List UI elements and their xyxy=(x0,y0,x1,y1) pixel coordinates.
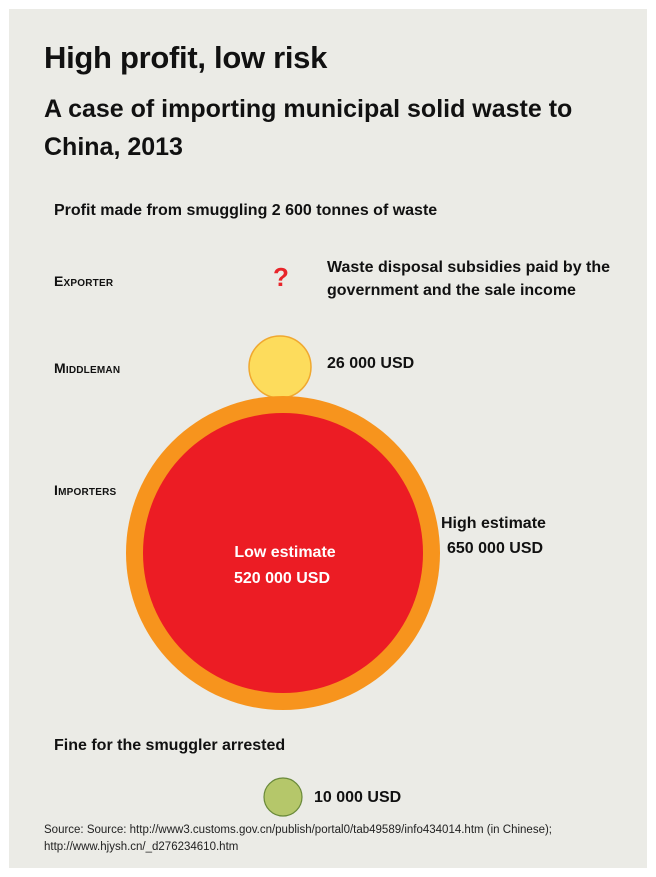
row-label-middleman: Middleman xyxy=(54,360,121,376)
bubble-importers-low xyxy=(143,413,423,693)
high-estimate-value: 650 000 USD xyxy=(447,540,544,557)
fine-value-label: 10 000 USD xyxy=(314,789,402,806)
chart-subtitle: A case of importing municipal solid wast… xyxy=(44,95,573,161)
bubble-middleman xyxy=(248,335,312,399)
fine-section-title: Fine for the smuggler arrested xyxy=(54,737,286,754)
source-note: Source: Source: http://www3.customs.gov.… xyxy=(44,824,552,853)
middleman-value-label: 26 000 USD xyxy=(327,355,415,372)
row-label-exporter: Exporter xyxy=(54,273,114,289)
exporter-unknown-mark: ? xyxy=(273,262,289,292)
low-estimate-label: Low estimate xyxy=(234,544,335,561)
bubble-fine xyxy=(263,777,303,817)
chart-title: High profit, low risk xyxy=(44,40,328,75)
high-estimate-label: High estimate xyxy=(441,515,546,532)
profit-section-title: Profit made from smuggling 2 600 tonnes … xyxy=(54,202,438,219)
row-label-importers: Importers xyxy=(54,482,117,498)
low-estimate-value: 520 000 USD xyxy=(234,570,330,587)
exporter-value-label: Waste disposal subsidies paid by the gov… xyxy=(327,259,611,299)
